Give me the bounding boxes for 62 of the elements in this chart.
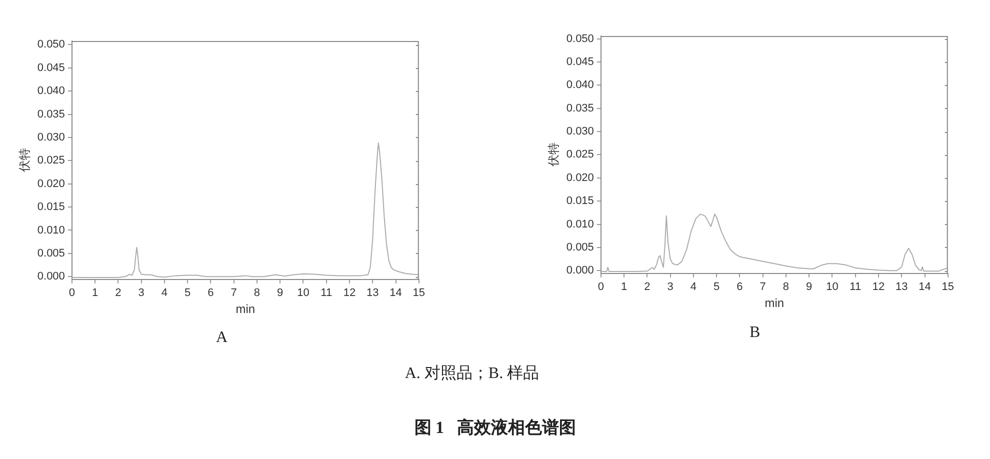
x-tick-label: 6 <box>208 287 214 300</box>
y-tick-label: 0.010 <box>37 224 65 236</box>
x-tick-label: 2 <box>115 287 122 300</box>
y-tick-label: 0.020 <box>37 178 65 190</box>
x-tick-label: 7 <box>230 287 237 300</box>
y-tick-label: 0.035 <box>37 108 65 120</box>
y-tick-label: 0.020 <box>566 172 594 184</box>
y-tick-label: 0.050 <box>37 38 65 51</box>
x-tick-label: 3 <box>138 287 144 300</box>
x-tick-label: 15 <box>412 287 426 300</box>
y-tick-label: 0.030 <box>566 126 594 138</box>
y-tick-label: 0.005 <box>566 241 594 254</box>
text: 图 1 高效液相色谱图 <box>413 417 577 439</box>
x-tick-label: 6 <box>736 281 743 294</box>
y-tick-label: 0.000 <box>37 270 65 283</box>
y-tick-label: 0.025 <box>566 148 594 161</box>
x-tick-label: 2 <box>644 281 650 294</box>
x-tick-label: 8 <box>782 281 790 294</box>
x-tick-label: 4 <box>161 287 168 300</box>
x-tick-label: 10 <box>826 281 838 294</box>
x-tick-label: 15 <box>942 281 954 294</box>
x-tick-label: 1 <box>620 281 628 294</box>
text: A <box>216 329 228 346</box>
x-tick-label: 9 <box>806 281 812 294</box>
x-tick-label: 3 <box>667 281 674 294</box>
x-tick-label: 10 <box>297 287 310 300</box>
y-tick-label: 0.030 <box>37 132 65 144</box>
x-tick-label: 8 <box>254 287 260 300</box>
y-tick-label: 0.005 <box>37 247 65 260</box>
y-tick-label: 0.045 <box>37 62 65 74</box>
y-tick-label: 0.000 <box>566 264 594 277</box>
x-tick-label: 12 <box>872 281 885 294</box>
y-axis-title: 伏特 <box>546 142 561 167</box>
y-axis-title: 伏特 <box>18 148 32 172</box>
y-tick-label: 0.010 <box>566 218 594 230</box>
y-tick-label: 0.040 <box>566 79 594 92</box>
y-tick-label: 0.035 <box>566 102 594 114</box>
x-tick-label: 11 <box>320 287 332 300</box>
x-tick-label: 13 <box>895 281 908 294</box>
x-tick-label: 14 <box>390 287 402 300</box>
text: B <box>750 324 760 341</box>
y-tick-label: 0.045 <box>566 56 594 68</box>
x-axis-title: min <box>236 302 256 316</box>
x-tick-label: 14 <box>918 281 931 294</box>
x-tick-label: 11 <box>850 281 862 294</box>
x-tick-label: 12 <box>343 287 356 300</box>
y-tick-label: 0.015 <box>566 195 594 208</box>
x-axis-title: min <box>764 296 784 310</box>
x-tick-label: 5 <box>184 287 191 300</box>
x-tick-label: 7 <box>760 281 766 294</box>
y-tick-label: 0.050 <box>566 32 594 45</box>
x-tick-label: 1 <box>92 287 98 300</box>
y-tick-label: 0.040 <box>37 85 65 98</box>
y-tick-label: 0.025 <box>37 154 65 167</box>
x-tick-label: 13 <box>366 287 379 300</box>
x-tick-label: 0 <box>68 287 75 300</box>
x-tick-label: 4 <box>690 281 697 294</box>
x-tick-label: 9 <box>277 287 284 300</box>
y-tick-label: 0.015 <box>37 201 65 214</box>
text: A. 对照品；B. 样品 <box>404 364 540 384</box>
x-tick-label: 5 <box>714 281 720 294</box>
x-tick-label: 0 <box>598 281 604 294</box>
